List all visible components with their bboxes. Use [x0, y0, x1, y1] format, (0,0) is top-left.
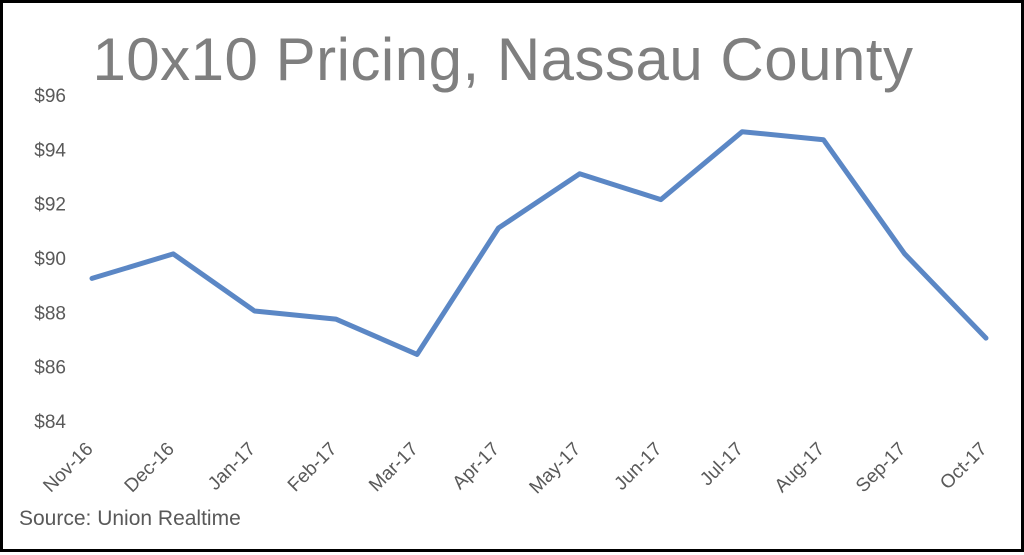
series-layer [89, 129, 989, 357]
series-line [89, 129, 989, 357]
x-tick-label: Aug-17 [771, 439, 829, 497]
x-tick-label: Apr-17 [449, 439, 504, 494]
x-tick-label: Sep-17 [852, 439, 910, 497]
y-tick-label: $96 [34, 86, 66, 107]
x-tick-label: Oct-17 [936, 439, 991, 494]
chart-title: 10x10 Pricing, Nassau County [92, 26, 914, 93]
x-tick-label: Dec-16 [121, 439, 179, 497]
source-note: Source: Union Realtime [19, 507, 241, 530]
x-tick-label: Nov-16 [39, 439, 97, 497]
x-tick-label: May-17 [526, 439, 586, 499]
y-tick-label: $84 [34, 412, 66, 433]
line-chart: $84 $86 $88 $90 $92 $94 $96 Nov-16 Dec-16 Jan-17… [34, 86, 991, 499]
y-tick-label: $92 [34, 195, 66, 216]
x-tick-label: Jan-17 [204, 439, 260, 495]
y-tick-label: $94 [34, 140, 66, 161]
y-axis: $84 $86 $88 $90 $92 $94 $96 [34, 86, 66, 433]
x-tick-label: Feb-17 [284, 439, 341, 496]
x-tick-label: Jul-17 [696, 439, 747, 490]
x-tick-label: Jun-17 [611, 439, 667, 495]
y-tick-label: $88 [34, 303, 66, 324]
y-tick-label: $86 [34, 358, 66, 379]
y-tick-label: $90 [34, 249, 66, 270]
x-tick-label: Mar-17 [365, 439, 422, 496]
x-axis: Nov-16 Dec-16 Jan-17 Feb-17 Mar-17 Apr-17 May-… [39, 439, 991, 499]
